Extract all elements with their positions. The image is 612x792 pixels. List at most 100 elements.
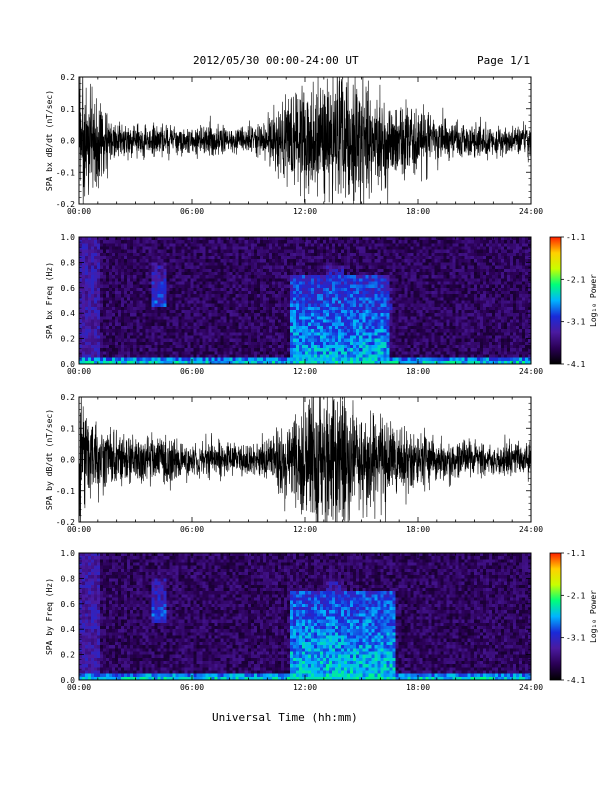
spectrogram-cell (440, 319, 444, 324)
spectrogram-cell (271, 316, 276, 320)
spectrogram-cell (208, 262, 212, 266)
spectrogram-cell (175, 284, 179, 289)
spectrogram-cell (97, 294, 101, 298)
spectrogram-cell (395, 265, 399, 270)
spectrogram-cell (121, 246, 125, 250)
spectrogram-cell (169, 281, 173, 285)
spectrogram-cell (94, 278, 98, 282)
spectrogram-cell (359, 344, 363, 349)
spectrogram-cell (187, 322, 191, 327)
spectrogram-cell (365, 344, 369, 349)
spectrogram-cell (250, 271, 255, 276)
spectrogram-cell (308, 297, 312, 301)
spectrogram-cell (133, 357, 137, 362)
spectrogram-cell (169, 338, 173, 343)
spectrogram-cell (247, 325, 252, 330)
spectrogram-cell (253, 271, 258, 276)
spectrogram-cell (97, 246, 101, 250)
spectrogram-cell (232, 313, 236, 317)
spectrogram-cell (265, 284, 270, 289)
spectrogram-cell (142, 341, 146, 346)
spectrogram-cell (311, 268, 315, 273)
spectrogram-cell (139, 237, 143, 241)
spectrogram-cell (335, 287, 339, 292)
spectrogram-cell (271, 313, 276, 317)
spectrogram-cell (320, 284, 324, 289)
spectrogram-cell (235, 294, 239, 298)
spectrogram-cell (205, 243, 209, 247)
spectrogram-cell (229, 271, 233, 276)
spectrogram-cell (259, 262, 264, 266)
spectrogram-cell (359, 294, 363, 298)
spectrogram-cell (127, 281, 131, 285)
spectrogram-cell (280, 297, 285, 301)
spectrogram-cell (422, 310, 426, 314)
spectrogram-cell (202, 335, 206, 339)
spectrogram-cell (154, 351, 158, 355)
spectrogram-cell (332, 329, 336, 333)
spectrogram-cell (410, 329, 414, 333)
spectrogram-cell (217, 319, 221, 324)
spectrogram-cell (338, 240, 342, 244)
spectrogram-cell (413, 325, 417, 330)
spectrogram-cell (142, 265, 146, 270)
spectrogram-cell (422, 243, 426, 247)
spectrogram-cell (223, 325, 227, 330)
spectrogram-cell (377, 249, 381, 254)
spectrogram-cell (202, 332, 206, 336)
spectrogram-cell (395, 271, 399, 276)
spectrogram-cell (404, 329, 408, 333)
spectrogram-cell (172, 325, 176, 330)
spectrogram-cell (196, 341, 200, 346)
spectrogram-cell (118, 338, 122, 343)
spectrogram-cell (262, 310, 267, 314)
spectrogram-cell (79, 303, 83, 308)
spectrogram-cell (389, 310, 393, 314)
spectrogram-cell (283, 271, 288, 276)
spectrogram-cell (124, 275, 128, 279)
spectrogram-cell (139, 303, 143, 308)
spectrogram-cell (416, 329, 420, 333)
spectrogram-cell (437, 344, 441, 349)
spectrogram-cell (97, 357, 101, 362)
spectrogram-cell (271, 278, 276, 282)
spectrogram-cell (419, 313, 423, 317)
spectrogram-cell (350, 341, 354, 346)
spectrogram-cell (274, 348, 279, 352)
spectrogram-cell (187, 341, 191, 346)
spectrogram-cell (169, 259, 173, 263)
spectrogram-cell (214, 329, 218, 333)
spectrogram-cell (437, 338, 441, 343)
spectrogram-cell (259, 354, 264, 358)
spectrogram-cell (91, 265, 95, 270)
spectrogram-cell (130, 271, 134, 276)
spectrogram-cell (181, 351, 185, 355)
spectrogram-cell (115, 281, 119, 285)
spectrogram-cell (127, 310, 131, 314)
spectrogram-cell (317, 259, 321, 263)
spectrogram-cell (193, 319, 197, 324)
spectrogram-cell (329, 354, 333, 358)
spectrogram-cell (211, 335, 215, 339)
spectrogram-cell (100, 360, 104, 365)
spectrogram-cell (223, 357, 227, 362)
spectrogram-cell (371, 265, 375, 270)
spectrogram-cell (410, 325, 414, 330)
spectrogram-cell (320, 351, 324, 355)
spectrogram-cell (232, 252, 236, 257)
spectrogram-cell (443, 259, 447, 263)
spectrogram-cell (196, 290, 200, 295)
spectrogram-cell (308, 262, 312, 266)
spectrogram-cell (100, 290, 104, 295)
spectrogram-cell (410, 332, 414, 336)
spectrogram-cell (437, 322, 441, 327)
spectrogram-cell (79, 322, 83, 327)
spectrogram-cell (205, 354, 209, 358)
spectrogram-cell (425, 335, 429, 339)
spectrogram-cell (229, 287, 233, 292)
spectrogram-cell (410, 297, 414, 301)
spectrogram-cell (323, 319, 327, 324)
spectrogram-cell (386, 319, 390, 324)
spectrogram-cell (103, 268, 107, 273)
spectrogram-cell (202, 284, 206, 289)
